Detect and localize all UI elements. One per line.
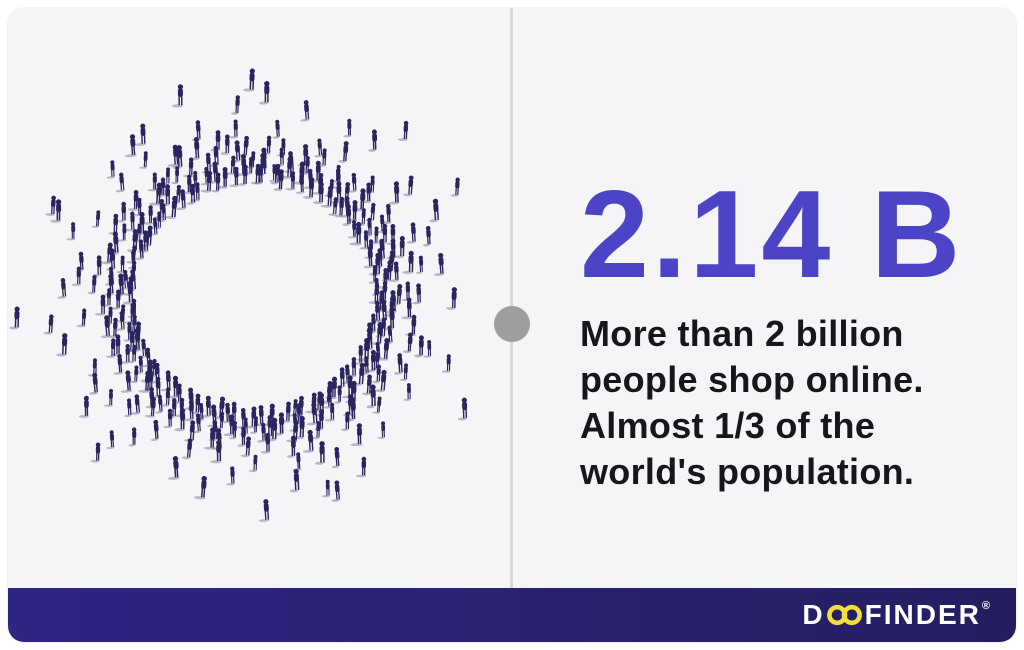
right-panel: 2.14 B More than 2 billion people shop on… [580, 173, 1000, 495]
crowd-circle-illustration [9, 68, 468, 522]
doofinder-logo: D FINDER ® [802, 599, 990, 631]
footer-bar: D FINDER ® [8, 588, 1016, 642]
registered-mark-icon: ® [981, 600, 990, 612]
left-panel [8, 8, 512, 588]
stat-value: 2.14 B [580, 166, 964, 304]
stat-description: More than 2 billion people shop online. Al… [580, 313, 924, 492]
divider-dot [494, 306, 530, 342]
infographic-card: 2.14 B More than 2 billion people shop on… [8, 8, 1016, 642]
logo-suffix: FINDER [864, 599, 981, 630]
infinity-icon [826, 604, 862, 626]
logo-letter-d: D [802, 599, 825, 630]
panel-divider-line [510, 8, 513, 588]
